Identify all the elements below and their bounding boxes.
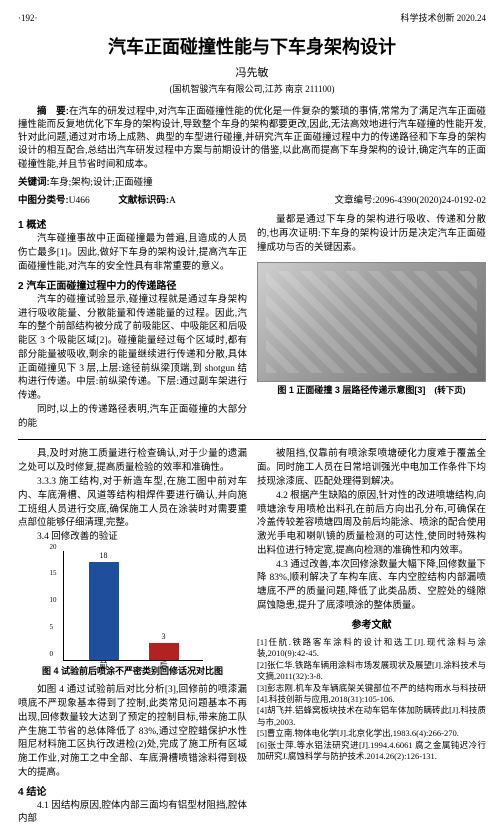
figure-4: 0 5 10 15 20 18 3 前 后 图 4 试验前后喷涂不严密类别回修话… <box>18 551 247 679</box>
keywords-label: 关键词: <box>18 177 50 188</box>
references-list: [1]任航.铁路客车涂料的设计和选工[J].现代涂料与涂装,2010(9):42… <box>257 637 486 763</box>
figure-1: 图 1 正面碰撞 3 层路径传递示意图[3] (转下页) <box>257 262 486 398</box>
upper-left-column: 1 概述 汽车碰撞事故中正面碰撞最为普遍,且造成的人员伤亡最多[1]。因此,做好… <box>18 214 247 431</box>
figure-4-caption: 图 4 试验前后喷涂不严密类别回修话况对比图 <box>18 665 247 679</box>
figure-1-image <box>257 262 486 382</box>
page-number: ·192· <box>18 12 38 26</box>
keywords-block: 关键词:车身;架构;设计;正面碰撞 <box>18 176 486 190</box>
abstract-text: 在汽车的研发过程中,对汽车正面碰撞性能的优化是一件复杂的繁琐的事情,常常为了满足… <box>18 107 486 170</box>
article-title: 汽车正面碰撞性能与下车身架构设计 <box>18 34 486 61</box>
section-1-para: 汽车碰撞事故中正面碰撞最为普遍,且造成的人员伤亡最多[1]。因此,做好下车身的架… <box>18 233 247 274</box>
page-header: ·192· 科学技术创新 2020.24 <box>18 12 486 26</box>
upper-columns: 1 概述 汽车碰撞事故中正面碰撞最为普遍,且造成的人员伤亡最多[1]。因此,做好… <box>18 214 486 431</box>
journal-name: 科学技术创新 2020.24 <box>400 12 486 26</box>
lower-columns: 具,及时对施工质量进行检查确认,对于少量的遗漏之处可以及时修复,提高质量检验的效… <box>18 448 486 827</box>
right-para-1: 量都是通过下车身的架构进行吸收、传递和分散的,也再次证明:下车身的架构设计历是决… <box>257 214 486 255</box>
section-2-para-2: 同时,以上的传递路径表明,汽车正面碰撞的大部分的能 <box>18 404 247 432</box>
section-divider <box>18 439 486 440</box>
upper-right-column: 量都是通过下车身的架构进行吸收、传递和分散的,也再次证明:下车身的架构设计历是决… <box>257 214 486 431</box>
lower-right-column: 被阻挡,仅靠前有喷涂泵喷塘硬化力度难于覆盖全面。同时施工人员在日常培训强光中电加… <box>257 448 486 827</box>
lower-right-p1: 被阻挡,仅靠前有喷涂泵喷塘硬化力度难于覆盖全面。同时施工人员在日常培训强光中电加… <box>257 448 486 489</box>
lower-right-sec43: 4.3 通过改善,本次回修涂数量大幅下降,回修数量下降 83%,顺利解决了车构车… <box>257 559 486 614</box>
section-2-title: 2 汽车正面碰撞过程中力的传递路径 <box>18 279 247 294</box>
class-number-label: 中图分类号: <box>18 195 69 206</box>
ref-5: [5]曹立南.物体电化学[J].北京化学出,1983.6(4):266-270. <box>257 728 486 739</box>
abstract-block: 摘 要:在汽车的研发过程中,对汽车正面碰撞性能的优化是一件复杂的繁琐的事情,常常… <box>18 105 486 172</box>
lower-left-p1: 具,及时对施工质量进行检查确认,对于少量的遗漏之处可以及时修复,提高质量检验的效… <box>18 448 247 476</box>
ref-2: [2]张仁华.铁路车辆用涂料市场发展现状及展望[J].涂料技术与文摘,2011(… <box>257 660 486 683</box>
article-number: 文章编号:2096-4390(2020)24-0192-02 <box>335 194 486 208</box>
ref-6: [6]张士萍.等水铝法研究进[J].1994.4.6061 腐之金属钝迟冷行加研… <box>257 740 486 763</box>
ref-3: [3]彭志刚.机车及车辆底架关键部位不严的结构雨水与科技研[4].科技创新与应用… <box>257 683 486 706</box>
abstract-label: 摘 要: <box>37 106 69 117</box>
references-title: 参考文献 <box>257 618 486 633</box>
section-4-title: 4 结论 <box>18 785 247 800</box>
lower-left-sec41: 4.1 因结构原因,腔体内部三面均有铝型材阻挡,腔体内部 <box>18 800 247 828</box>
keywords-text: 车身;架构;设计;正面碰撞 <box>50 178 153 188</box>
lower-left-sec333: 3.3.3 施工结构,对于新造车型,在施工图中前对车内、车底滑槽、风道等结构相焊… <box>18 476 247 531</box>
doc-code: A <box>169 196 176 206</box>
author-name: 冯先敏 <box>18 65 486 82</box>
author-affiliation: (国机智骏汽车有限公司,江苏 南京 211100) <box>18 83 486 97</box>
lower-right-sec42: 4.2 根据产生缺陷的原因,针对性的改进喷塘结构,向喷塘涂专用喷枪出料孔在前后方… <box>257 490 486 559</box>
ref-1: [1]任航.铁路客车涂料的设计和选工[J].现代涂料与涂装,2010(9):42… <box>257 637 486 660</box>
section-2-para-1: 汽车的碰撞试验显示,碰撞过程就是通过车身架构进行吸收能量、分散能量和传递能量的过… <box>18 294 247 404</box>
doc-code-label: 文献标识码: <box>118 195 169 206</box>
lower-left-p2: 如图 4 通过试验前后对比分析[3],回修前的喷漆漏喷底不严现象基本得到了控制,… <box>18 684 247 780</box>
class-number: U466 <box>69 196 90 206</box>
turn-page-note: (转下页) <box>434 385 465 395</box>
bar-chart: 0 5 10 15 20 18 3 前 后 <box>63 551 203 661</box>
classification-row: 中图分类号:U466 文献标识码:A 文章编号:2096-4390(2020)2… <box>18 194 486 208</box>
section-1-title: 1 概述 <box>18 218 247 233</box>
lower-left-column: 具,及时对施工质量进行检查确认,对于少量的遗漏之处可以及时修复,提高质量检验的效… <box>18 448 247 827</box>
ref-4: [4]胡飞并.铝蜂窝板块技术在动车铝车体加防瞒砖此[J].科技质与市,2003. <box>257 705 486 728</box>
figure-1-caption: 图 1 正面碰撞 3 层路径传递示意图[3] (转下页) <box>257 384 486 398</box>
